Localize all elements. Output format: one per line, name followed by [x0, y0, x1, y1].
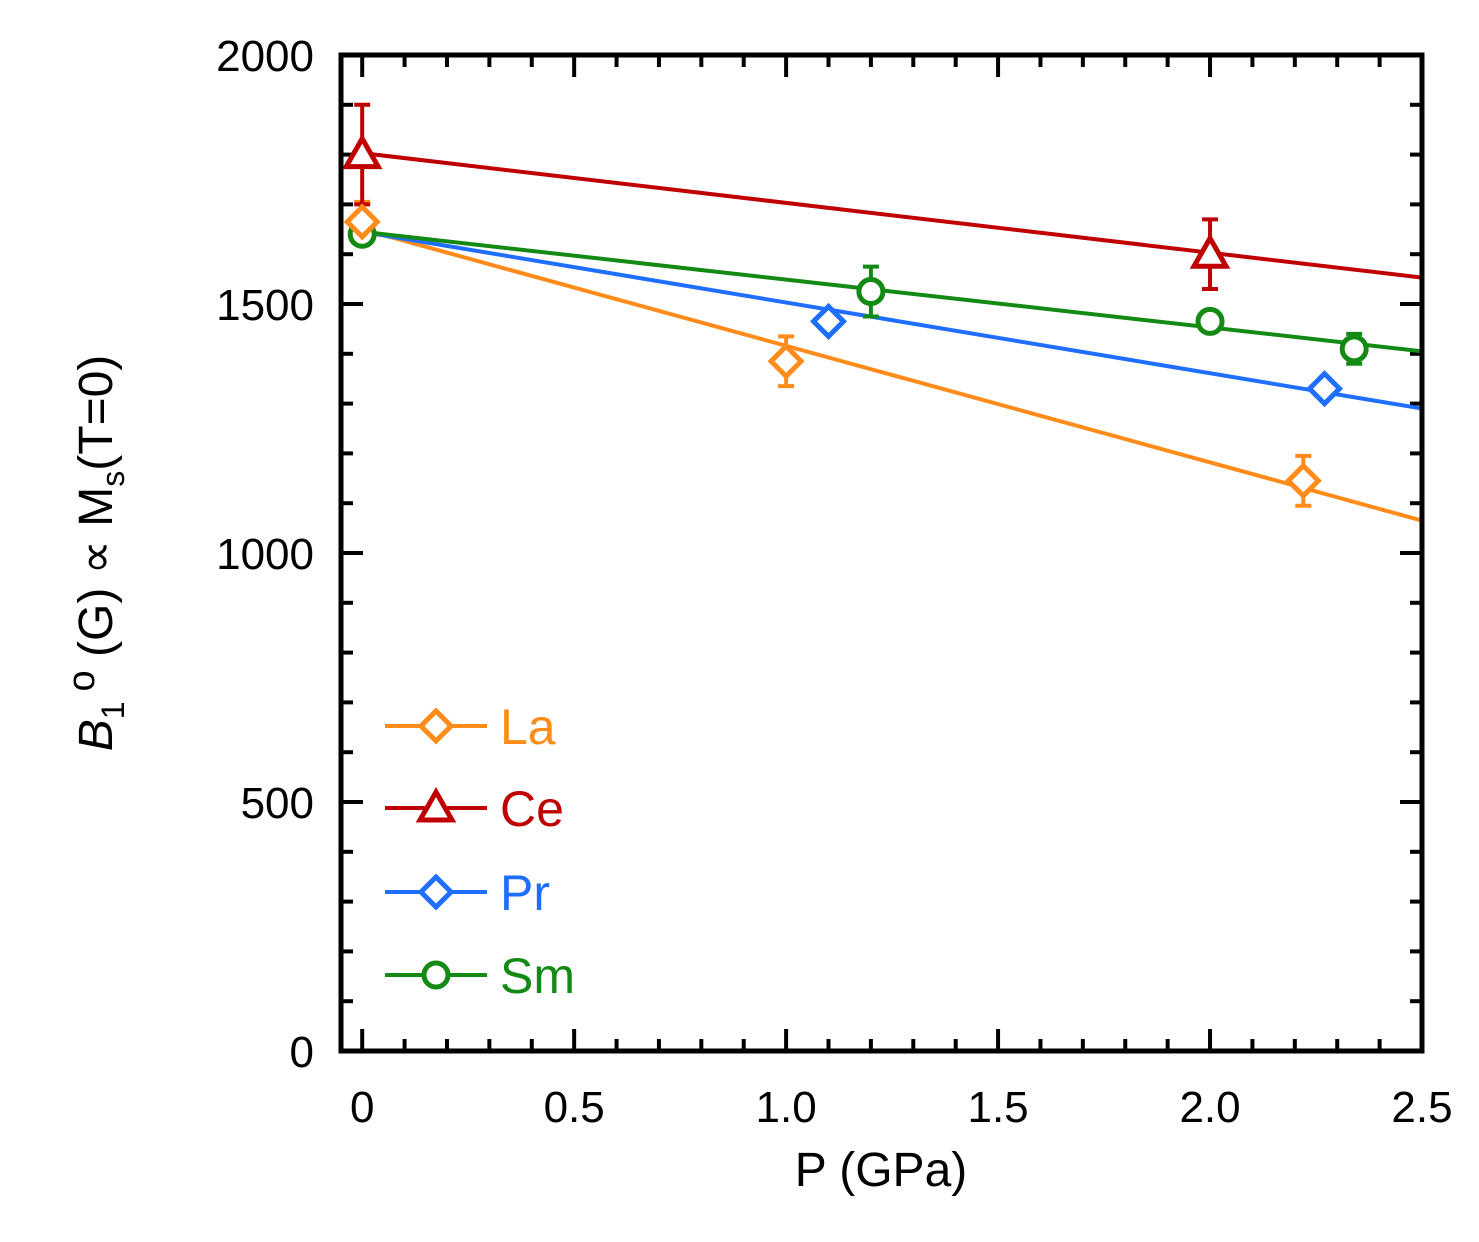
x-tick-label: 2.0 [1179, 1083, 1240, 1132]
legend-label-pr: Pr [500, 865, 550, 921]
x-axis-title: P (GPa) [795, 1144, 968, 1197]
legend-label-la: La [500, 699, 556, 755]
y-axis-subscript: 1 [95, 701, 131, 719]
point-ce [341, 133, 383, 170]
legend-marker-ce [415, 786, 457, 823]
y-axis-quantity-subscript: s [95, 471, 131, 487]
y-tick-label: 0 [290, 1028, 314, 1077]
point-ce [1189, 233, 1231, 269]
y-tick-label: 500 [241, 779, 314, 828]
legend-marker-sm [421, 960, 451, 990]
x-tick-label: 1.0 [756, 1083, 817, 1132]
fit-line-pr [361, 229, 1423, 411]
data-points [341, 133, 1369, 500]
y-axis-proportional: ∝ [70, 540, 123, 574]
y-tick-label: 1500 [216, 281, 314, 330]
legend: La Ce Pr Sm [385, 699, 575, 1004]
point-la [767, 342, 805, 380]
fit-line-ce [361, 151, 1423, 280]
plot-frame [338, 52, 1425, 1054]
y-axis-symbol: B [70, 719, 123, 751]
fit-line-sm [361, 229, 1423, 354]
fit-lines [361, 151, 1423, 523]
y-axis-superscript: o [61, 670, 103, 691]
y-tick-label: 2000 [216, 32, 314, 81]
y-axis-title: B1 o (G) ∝ Ms(T=0) [61, 355, 131, 752]
x-tick-label: 2.5 [1391, 1083, 1452, 1132]
point-la [1284, 462, 1322, 500]
point-la [343, 203, 381, 241]
point-sm [1195, 306, 1225, 336]
legend-label-sm: Sm [500, 948, 575, 1004]
y-axis-quantity: M [70, 487, 123, 527]
y-tick-label: 1000 [216, 530, 314, 579]
point-pr [1305, 370, 1344, 408]
point-sm [856, 277, 886, 307]
x-tick-label: 0 [350, 1083, 374, 1132]
error-bars [354, 102, 1363, 508]
legend-marker-la [417, 707, 455, 745]
x-tick-label: 1.5 [967, 1083, 1028, 1132]
y-axis-condition: (T=0) [70, 355, 123, 471]
legend-label-ce: Ce [500, 781, 564, 837]
legend-marker-pr [417, 873, 455, 911]
x-tick-label: 0.5 [544, 1083, 605, 1132]
fit-line-la [361, 227, 1423, 523]
point-sm [1339, 334, 1369, 364]
tick-labels: 0 0.5 1.0 1.5 2.0 2.5 0 500 1000 1500 2000 [216, 32, 1452, 1132]
y-axis-unit: (G) [70, 588, 123, 657]
point-pr [809, 302, 848, 340]
